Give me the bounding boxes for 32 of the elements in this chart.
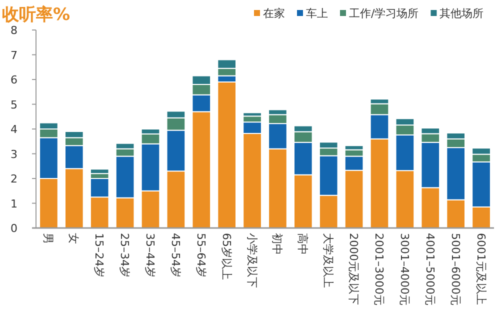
y-tick-label: 8 (10, 24, 18, 37)
x-tick-label: 3001–4000元 (398, 233, 411, 306)
legend-label: 在家 (263, 7, 285, 20)
legend-label: 车上 (306, 7, 328, 20)
x-tick-label: 5001–6000元 (448, 233, 462, 306)
x-tick-label: 2001–3000元 (372, 233, 386, 306)
x-tick-label: 男 (42, 233, 55, 244)
x-tick-label: 大学及以上 (322, 233, 335, 288)
x-tick-label: 4001–5000元 (423, 233, 436, 306)
legend-label: 工作/学习场所 (349, 7, 419, 20)
x-tick-label: 女 (67, 233, 80, 244)
x-tick-label: 初中 (270, 233, 284, 255)
y-tick-label: 0 (10, 222, 18, 235)
y-tick-label: 5 (10, 98, 18, 112)
x-tick-label: 2000元及以下 (347, 233, 360, 305)
x-tick-label: 65岁以上 (220, 233, 233, 280)
x-tick-label: 35–44岁 (144, 233, 156, 278)
legend-label: 其他场所 (440, 7, 484, 20)
y-tick-label: 1 (10, 197, 18, 210)
y-tick-label: 4 (10, 123, 18, 136)
x-tick-label: 25–34岁 (118, 233, 132, 278)
chart-title: 收听率% (2, 5, 70, 25)
y-tick-label: 3 (10, 148, 18, 161)
x-tick-label: 高中 (296, 233, 310, 255)
x-tick-label: 6001元及以上 (474, 233, 488, 305)
x-tick-label: 55–64岁 (194, 233, 208, 278)
x-tick-label: 小学及以下 (245, 233, 258, 288)
y-tick-label: 6 (10, 74, 18, 86)
y-tick-label: 7 (10, 48, 18, 62)
x-tick-label: 45–54岁 (168, 233, 182, 278)
x-tick-label: 15–24岁 (92, 233, 106, 278)
y-tick-label: 2 (10, 172, 18, 186)
